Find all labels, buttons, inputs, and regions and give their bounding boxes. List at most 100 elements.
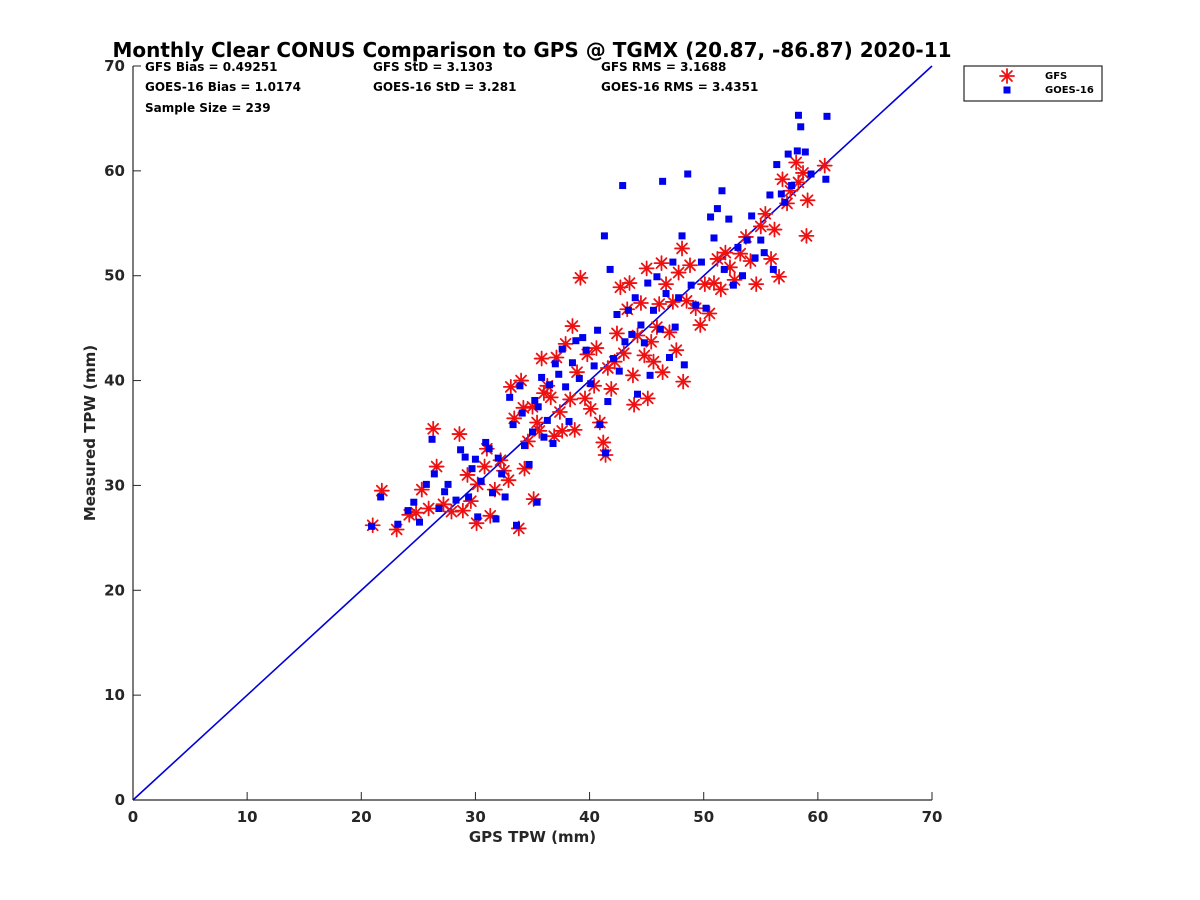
gfs-point [752, 218, 769, 235]
goes-16-point [653, 273, 661, 281]
gfs-point [502, 378, 519, 395]
goes-16-point [619, 182, 627, 190]
goes-16-point [594, 326, 602, 334]
gfs-point [788, 154, 805, 171]
goes-16-point [751, 254, 759, 262]
goes-16-point [634, 390, 642, 398]
goes-16-point [675, 294, 683, 302]
goes-16-point [529, 428, 536, 436]
y-tick-label: 30 [104, 476, 125, 494]
goes-16-point [743, 236, 751, 244]
goes-16-point [624, 306, 632, 314]
y-tick-label: 10 [104, 686, 125, 704]
gfs-point [595, 434, 612, 451]
goes-16-point [516, 382, 524, 390]
goes-16-point [596, 421, 604, 429]
gfs-point [795, 165, 811, 181]
chart-title: Monthly Clear CONUS Comparison to GPS @ … [112, 38, 951, 62]
goes-16-point [513, 521, 521, 529]
goes-16-point [568, 359, 576, 367]
goes-16-point [710, 234, 718, 242]
gfs-point [717, 244, 734, 261]
goes-16-point [546, 381, 554, 389]
y-tick-label: 60 [104, 162, 125, 180]
gfs-point [766, 221, 783, 238]
goes-16-point [600, 232, 608, 240]
gfs-point [654, 364, 671, 381]
goes-16-point [781, 198, 789, 206]
goes-16-point [506, 393, 514, 401]
goes-16-point [444, 480, 452, 488]
gfs-point [564, 318, 581, 334]
x-tick-label: 10 [237, 808, 258, 826]
goes-16-point [452, 496, 460, 504]
goes-16-point [543, 416, 551, 424]
y-axis-label: Measured TPW (mm) [81, 345, 99, 521]
goes-16-point [794, 111, 802, 119]
gfs-point [678, 292, 695, 309]
goes-16-point [457, 446, 465, 454]
gfs-point [670, 264, 687, 281]
goes-16-point [640, 339, 648, 347]
gfs-bias-text: GFS Bias = 0.49251 [145, 60, 277, 74]
goes-16-point [525, 460, 533, 468]
goes-16-point [631, 294, 639, 302]
goes-16-point [769, 265, 777, 273]
gfs-series [364, 154, 833, 538]
goes-16-point [590, 362, 598, 370]
goes-16-point [729, 281, 737, 289]
goes-16-point [604, 398, 612, 406]
gfs-point [621, 275, 638, 291]
goes-16-point [784, 150, 792, 158]
goes-rms-text: GOES-16 RMS = 3.4351 [601, 80, 758, 94]
gfs-point [763, 251, 779, 267]
gfs-point [425, 420, 442, 437]
goes-16-point [441, 488, 449, 496]
gfs-point [572, 269, 589, 286]
goes-16-point [377, 493, 385, 501]
goes-16-point [582, 346, 590, 354]
goes-16-point [501, 493, 509, 501]
goes-16-point [435, 504, 443, 512]
goes-16-point [465, 493, 473, 501]
gfs-point [712, 281, 729, 298]
gfs-point [799, 192, 816, 209]
y-tick-label: 40 [104, 372, 125, 390]
y-tick-label: 50 [104, 267, 125, 285]
gfs-point [562, 391, 579, 408]
goes-16-point [477, 477, 485, 485]
gfs-point [771, 268, 787, 285]
gfs-point [668, 342, 685, 359]
goes-16-point [801, 148, 809, 156]
gfs-rms-text: GFS RMS = 3.1688 [601, 60, 726, 74]
gfs-point [443, 503, 460, 520]
gfs-point [615, 345, 632, 362]
goes-16-point [468, 465, 476, 473]
goes-16-point [773, 161, 781, 169]
goes-16-point [471, 455, 479, 463]
gfs-point [533, 350, 550, 367]
statistics-block: GFS Bias = 0.49251 GOES-16 Bias = 1.0174… [145, 60, 758, 115]
goes-16-point [498, 470, 506, 478]
goes-16-point [494, 454, 502, 462]
legend-gfs-asterisk [999, 68, 1015, 84]
gfs-point [651, 296, 668, 312]
goes-16-point [518, 409, 526, 417]
goes-16-point [579, 334, 587, 342]
gfs-point [658, 276, 674, 293]
goes-16-point [659, 177, 667, 185]
goes-16-point [662, 290, 670, 298]
gfs-point [476, 458, 493, 475]
goes-16-point [671, 323, 679, 331]
goes-16-point [725, 215, 733, 223]
y-tick-label: 20 [104, 581, 125, 599]
gfs-point [625, 367, 641, 384]
goes-16-point [549, 439, 557, 447]
goes-16-point [646, 371, 654, 379]
gfs-point [577, 390, 593, 407]
goes-16-point [410, 498, 418, 506]
goes-std-text: GOES-16 StD = 3.281 [373, 80, 516, 94]
gfs-point [774, 171, 791, 188]
goes-16-point [788, 182, 796, 190]
goes-16-point [615, 367, 623, 375]
